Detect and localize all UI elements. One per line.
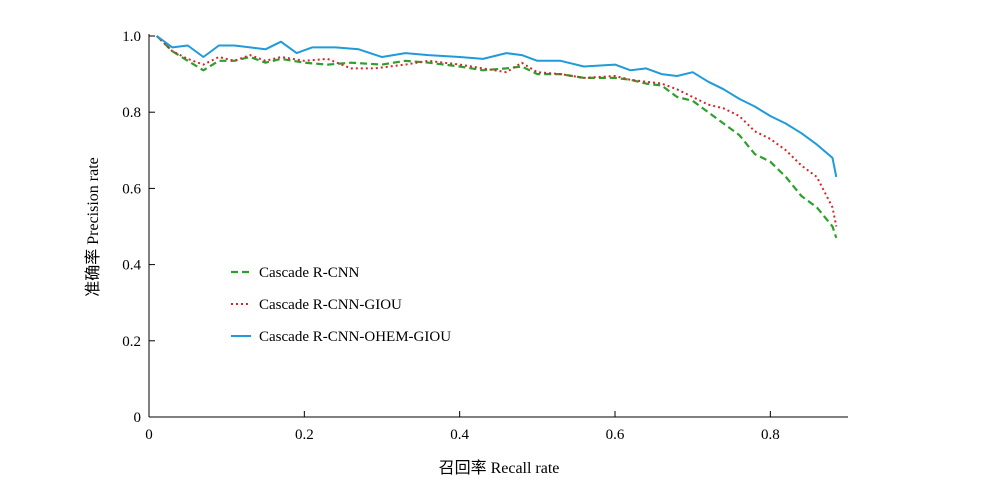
y-tick-label: 1.0 (122, 29, 141, 45)
series-line-2 (156, 35, 838, 227)
y-tick-label: 0 (134, 410, 142, 426)
series-line-3 (156, 35, 838, 178)
y-axis-ticks: 0 0.2 0.4 0.6 0.8 1.0 (122, 29, 155, 426)
legend-label-1: Cascade R-CNN (259, 265, 360, 281)
y-tick-label: 0.4 (122, 258, 141, 274)
legend-label-3: Cascade R-CNN-OHEM-GIOU (259, 329, 451, 345)
x-tick-label: 0.4 (450, 427, 469, 443)
x-tick-label: 0.6 (606, 427, 625, 443)
x-tick-label: 0 (145, 427, 153, 443)
y-tick-label: 0.2 (122, 334, 141, 350)
y-axis-label: 准确率 Precision rate (84, 157, 102, 297)
series-line-1 (156, 35, 838, 239)
chart-legend: Cascade R-CNN Cascade R-CNN-GIOU Cascade R… (231, 265, 451, 345)
x-axis-ticks: 0 0.2 0.4 0.6 0.8 (145, 411, 780, 443)
legend-label-2: Cascade R-CNN-GIOU (259, 297, 402, 313)
y-tick-label: 0.8 (122, 105, 141, 121)
x-tick-label: 0.8 (761, 427, 780, 443)
chart-axes (148, 34, 848, 418)
chart-series-lines (156, 35, 838, 239)
y-tick-label: 0.6 (122, 181, 141, 197)
x-axis-label: 召回率 Recall rate (439, 459, 560, 477)
x-tick-label: 0.2 (295, 427, 314, 443)
